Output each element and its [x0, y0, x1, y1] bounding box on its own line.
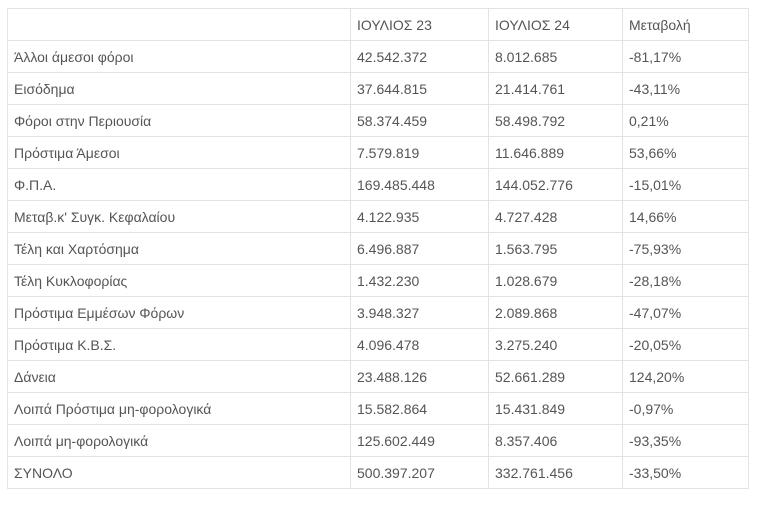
table-row: Μεταβ.κ' Συγκ. Κεφαλαίου 4.122.935 4.727.4… [7, 200, 749, 233]
table-row-july-23-cell: 58.374.459 [350, 104, 489, 137]
table-row-category-cell: ΣΥΝΟΛΟ [7, 456, 351, 489]
table-row-july-23-cell: 4.122.935 [350, 200, 489, 233]
table-row-category-cell: Τέλη και Χαρτόσημα [7, 232, 351, 265]
table-body: ΙΟΥΛΙΟΣ 23 ΙΟΥΛΙΟΣ 24 Μεταβολή Άλλοι άμεσοι… [7, 8, 749, 489]
table-row-change-cell: -33,50% [622, 456, 749, 489]
table-row-july-23-cell: 125.602.449 [350, 424, 489, 457]
table-row-july-23-cell: 7.579.819 [350, 136, 489, 169]
table-row-july-23-cell: 3.948.327 [350, 296, 489, 329]
table-row-july-24-cell: 4.727.428 [488, 200, 623, 233]
table-row-july-23-cell: 42.542.372 [350, 40, 489, 73]
table-row-july-24-cell: 8.012.685 [488, 40, 623, 73]
table-row-change-cell: -20,05% [622, 328, 749, 361]
table-row: Φ.Π.Α. 169.485.448 144.052.776 -15,01% [7, 168, 749, 201]
table-row-july-24-cell: 15.431.849 [488, 392, 623, 425]
table-row-july-24-cell: 3.275.240 [488, 328, 623, 361]
header-row-category-cell [7, 8, 351, 41]
table-row-change-cell: -93,35% [622, 424, 749, 457]
table-row-july-23-cell: 23.488.126 [350, 360, 489, 393]
table-row-category-cell: Λοιπά Πρόστιμα μη-φορολογικά [7, 392, 351, 425]
revenue-comparison-table: ΙΟΥΛΙΟΣ 23 ΙΟΥΛΙΟΣ 24 Μεταβολή Άλλοι άμεσοι… [7, 8, 749, 489]
table-row-july-24-cell: 144.052.776 [488, 168, 623, 201]
table-row: Δάνεια 23.488.126 52.661.289 124,20% [7, 360, 749, 393]
table-row-change-cell: 53,66% [622, 136, 749, 169]
table-row: Τέλη Κυκλοφορίας 1.432.230 1.028.679 -28,18… [7, 264, 749, 297]
table-row: Λοιπά μη-φορολογικά 125.602.449 8.357.406-… [7, 424, 749, 457]
table-row-change-cell: -28,18% [622, 264, 749, 297]
table-row-category-cell: Πρόστιμα Άμεσοι [7, 136, 351, 169]
table-row-july-24-cell: 11.646.889 [488, 136, 623, 169]
table-row-change-cell: -15,01% [622, 168, 749, 201]
table-row-july-23-cell: 6.496.887 [350, 232, 489, 265]
table-row: Πρόστιμα Άμεσοι 7.579.819 11.646.889 53,66% [7, 136, 749, 169]
table-row-july-24-cell: 332.761.456 [488, 456, 623, 489]
table-row-july-24-cell: 8.357.406 [488, 424, 623, 457]
table-row: ΣΥΝΟΛΟ 500.397.207 332.761.456 -33,50% [7, 456, 749, 489]
header-row-change-cell: Μεταβολή [622, 8, 749, 41]
table-row-category-cell: Μεταβ.κ' Συγκ. Κεφαλαίου [7, 200, 351, 233]
table-row-change-cell: -75,93% [622, 232, 749, 265]
table-row-july-24-cell: 21.414.761 [488, 72, 623, 105]
table-row-category-cell: Πρόστιμα Εμμέσων Φόρων [7, 296, 351, 329]
table-row-july-24-cell: 1.028.679 [488, 264, 623, 297]
table-row-july-24-cell: 52.661.289 [488, 360, 623, 393]
header-row-july-23-cell: ΙΟΥΛΙΟΣ 23 [350, 8, 489, 41]
table-row-july-23-cell: 4.096.478 [350, 328, 489, 361]
table-row-july-23-cell: 15.582.864 [350, 392, 489, 425]
table-row-july-23-cell: 1.432.230 [350, 264, 489, 297]
table-row-category-cell: Φ.Π.Α. [7, 168, 351, 201]
table-row-category-cell: Πρόστιμα Κ.Β.Σ. [7, 328, 351, 361]
table-row-july-23-cell: 169.485.448 [350, 168, 489, 201]
table-row-july-23-cell: 500.397.207 [350, 456, 489, 489]
table-row-july-24-cell: 58.498.792 [488, 104, 623, 137]
table-row-change-cell: 124,20% [622, 360, 749, 393]
table-row-change-cell: -81,17% [622, 40, 749, 73]
table-row: Φόροι στην Περιουσία 58.374.459 58.498.792… [7, 104, 749, 137]
table-row-category-cell: Δάνεια [7, 360, 351, 393]
table-row-change-cell: -43,11% [622, 72, 749, 105]
table-row-category-cell: Τέλη Κυκλοφορίας [7, 264, 351, 297]
table-row: Πρόστιμα Κ.Β.Σ. 4.096.478 3.275.240 -20,05% [7, 328, 749, 361]
table-row-july-24-cell: 1.563.795 [488, 232, 623, 265]
table-row-category-cell: Άλλοι άμεσοι φόροι [7, 40, 351, 73]
table-row-category-cell: Λοιπά μη-φορολογικά [7, 424, 351, 457]
table-row: Λοιπά Πρόστιμα μη-φορολογικά 15.582.864 15… [7, 392, 749, 425]
table-row-change-cell: 14,66% [622, 200, 749, 233]
table-row-category-cell: Εισόδημα [7, 72, 351, 105]
header-row-july-24-cell: ΙΟΥΛΙΟΣ 24 [488, 8, 623, 41]
table-row: Τέλη και Χαρτόσημα 6.496.887 1.563.795 -75,… [7, 232, 749, 265]
table-row: Άλλοι άμεσοι φόροι 42.542.372 8.012.685 -81… [7, 40, 749, 73]
table-row-change-cell: -0,97% [622, 392, 749, 425]
table-row-change-cell: 0,21% [622, 104, 749, 137]
header-row: ΙΟΥΛΙΟΣ 23 ΙΟΥΛΙΟΣ 24 Μεταβολή [7, 8, 749, 41]
table-row-change-cell: -47,07% [622, 296, 749, 329]
table-row-july-23-cell: 37.644.815 [350, 72, 489, 105]
table-row: Πρόστιμα Εμμέσων Φόρων 3.948.327 2.089.868… [7, 296, 749, 329]
table-row-july-24-cell: 2.089.868 [488, 296, 623, 329]
table-row-category-cell: Φόροι στην Περιουσία [7, 104, 351, 137]
table-row: Εισόδημα 37.644.815 21.414.761 -43,11% [7, 72, 749, 105]
